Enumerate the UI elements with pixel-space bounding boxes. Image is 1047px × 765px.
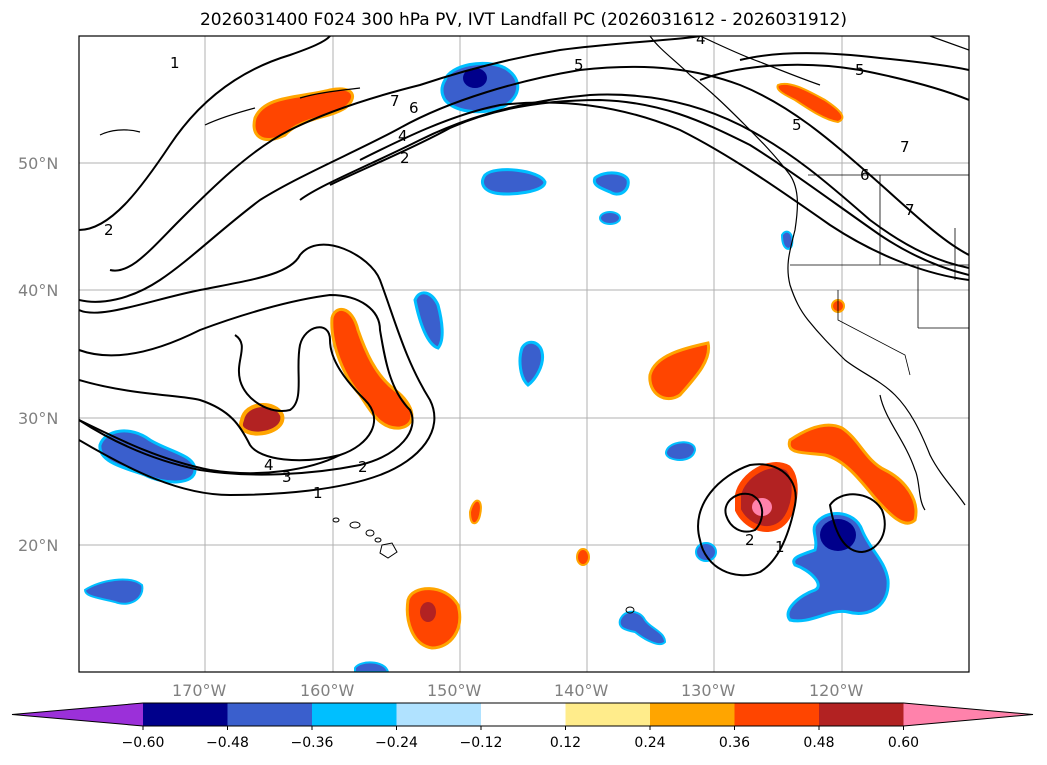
- negative-anomaly: [83, 578, 144, 605]
- positive-anomaly: [735, 462, 798, 532]
- lon-label: 150°W: [427, 681, 482, 700]
- colorbar-extend-max: [903, 703, 1033, 726]
- map-title: 2026031400 F024 300 hPa PV, IVT Landfall…: [199, 10, 847, 30]
- contour-label: 4: [264, 456, 274, 474]
- negative-anomaly: [618, 610, 667, 646]
- colorbar: −0.60 −0.48 −0.36 −0.24 −0.12 0.12 0.24 0.36 0.4…: [11, 702, 1034, 751]
- lon-labels: 170°W 160°W 150°W 140°W 130°W 120°W: [172, 681, 864, 700]
- coastlines: [99, 36, 969, 511]
- lat-label: 40°N: [18, 281, 58, 300]
- lon-label: 130°W: [681, 681, 736, 700]
- contour-labels: 1 7 6 4 2 5 5 5 7 6 7 2 4 3 2 1 2 1 4: [104, 30, 915, 556]
- hawaii-islands: [332, 517, 635, 614]
- map-frame: [78, 35, 970, 673]
- lon-label: 160°W: [300, 681, 355, 700]
- negative-anomaly: [592, 171, 630, 196]
- colorbar-tick-label: 0.36: [719, 735, 750, 751]
- map-panel: 1 7 6 4 2 5 5 5 7 6 7 2 4 3 2 1 2 1 4: [79, 30, 969, 672]
- colorbar-segment: [396, 703, 482, 726]
- colorbar-segment: [143, 703, 228, 726]
- negative-anomaly: [463, 68, 487, 88]
- colorbar-segment: [227, 703, 313, 726]
- colorbar-segment: [734, 703, 820, 726]
- contour-label: 5: [855, 61, 865, 79]
- colorbar-tick-label: 0.24: [634, 735, 665, 751]
- contour-label: 7: [905, 201, 915, 219]
- lat-labels: 50°N 40°N 30°N 20°N: [18, 154, 58, 555]
- lon-label: 170°W: [172, 681, 227, 700]
- positive-anomaly: [468, 499, 482, 525]
- positive-anomaly: [787, 423, 918, 525]
- lon-label: 140°W: [554, 681, 609, 700]
- contour-label: 3: [282, 468, 292, 486]
- colorbar-tick-label: −0.60: [122, 735, 165, 751]
- colorbar-tick-label: −0.12: [460, 735, 503, 751]
- negative-anomaly: [481, 168, 547, 196]
- colorbar-segment: [819, 703, 904, 726]
- lat-label: 50°N: [18, 154, 58, 173]
- colorbar-segment: [565, 703, 651, 726]
- colorbar-tick-label: 0.48: [803, 735, 834, 751]
- colorbar-extend-min: [12, 703, 143, 726]
- negative-anomaly: [354, 661, 390, 672]
- contour-label: 2: [745, 531, 755, 549]
- contour-label: 4: [696, 30, 706, 48]
- positive-anomaly: [648, 341, 711, 401]
- lat-label: 20°N: [18, 536, 58, 555]
- positive-anomaly: [420, 602, 436, 622]
- negative-anomaly: [786, 512, 890, 623]
- negative-anomaly: [695, 542, 717, 562]
- colorbar-tick-label: −0.36: [291, 735, 334, 751]
- negative-anomaly: [440, 61, 520, 114]
- colorbar-tick-label: 0.12: [550, 735, 581, 751]
- lon-label: 120°W: [809, 681, 864, 700]
- contour-label: 7: [390, 92, 400, 110]
- lat-label: 30°N: [18, 409, 58, 428]
- negative-anomaly: [780, 230, 794, 250]
- negative-anomaly: [413, 291, 444, 350]
- contour-label: 6: [409, 99, 419, 117]
- contour-label: 7: [900, 138, 910, 156]
- colorbar-tick-label: −0.48: [206, 735, 249, 751]
- pv-contours: [79, 36, 969, 577]
- colorbar-tick-label: 0.60: [888, 735, 919, 751]
- colorbar-segment: [312, 703, 397, 726]
- negative-anomaly: [518, 340, 545, 387]
- contour-label: 2: [358, 458, 368, 476]
- contour-label: 5: [574, 56, 584, 74]
- colorbar-segment: [650, 703, 735, 726]
- positive-anomaly: [576, 548, 590, 566]
- contour-label: 1: [775, 538, 785, 556]
- positive-anomaly: [238, 402, 285, 436]
- contour-label: 4: [398, 127, 408, 145]
- negative-anomaly: [599, 211, 621, 225]
- contour-label: 2: [400, 149, 410, 167]
- contour-label: 1: [170, 54, 180, 72]
- contour-label: 1: [313, 484, 323, 502]
- contour-label: 6: [860, 166, 870, 184]
- colorbar-tick-label: −0.24: [375, 735, 418, 751]
- positive-anomaly: [776, 82, 844, 124]
- pv-shading: [83, 61, 918, 672]
- colorbar-segment: [481, 703, 566, 726]
- contour-label: 2: [104, 221, 114, 239]
- contour-label: 5: [792, 116, 802, 134]
- negative-anomaly: [664, 441, 697, 461]
